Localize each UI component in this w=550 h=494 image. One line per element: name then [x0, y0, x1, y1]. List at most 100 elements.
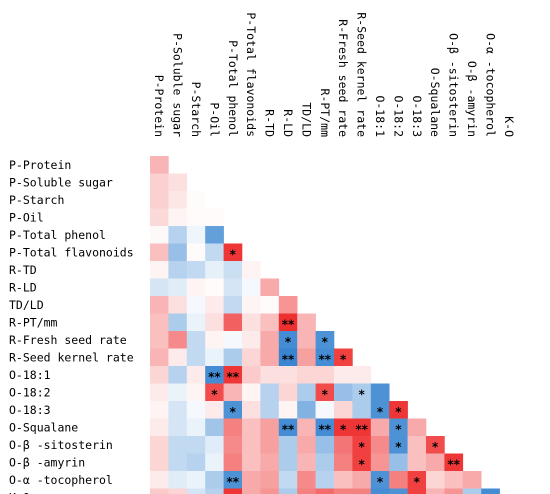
heatmap-cell	[168, 366, 188, 384]
row-label-o-amyrin: O-β -amyrin	[9, 455, 85, 469]
heatmap-cell	[352, 436, 372, 454]
heatmap-cell	[186, 296, 206, 314]
heatmap-cell	[186, 261, 206, 279]
heatmap-cell	[242, 348, 261, 367]
heatmap-cell	[242, 453, 261, 472]
heatmap-cell	[260, 313, 280, 332]
heatmap-cell	[444, 453, 464, 472]
heatmap-cell	[168, 436, 188, 454]
heatmap-cell	[150, 401, 169, 419]
heatmap-cell	[205, 278, 224, 297]
heatmap-cell	[223, 278, 243, 297]
significance-mark: *	[230, 247, 237, 261]
heatmap-cell	[186, 488, 206, 494]
column-label-o-18-3: O-18:3	[410, 95, 424, 137]
column-label-r-fresh-seed-rate: R-Fresh seed rate	[336, 19, 350, 137]
heatmap-cell	[352, 471, 372, 489]
heatmap-cell	[334, 348, 353, 367]
heatmap-cell	[242, 436, 261, 454]
column-label-o-sitosterin: O-β -sitosterin	[447, 33, 461, 137]
heatmap-cell	[168, 296, 188, 314]
heatmap-cell	[150, 348, 169, 367]
significance-mark: **	[208, 370, 221, 384]
significance-mark: *	[432, 440, 439, 454]
heatmap-cell	[297, 436, 316, 454]
heatmap-cell	[242, 313, 261, 332]
heatmap-cell	[352, 488, 372, 494]
heatmap-cell	[426, 471, 445, 489]
column-label-o-tocopherol: O-α -tocopherol	[483, 33, 497, 137]
heatmap-cell	[150, 278, 169, 297]
heatmap-cell	[242, 383, 261, 402]
heatmap-cell	[186, 348, 206, 367]
heatmap-cell	[315, 366, 335, 384]
heatmap-cell	[278, 471, 298, 489]
row-label-o-sitosterin: O-β -sitosterin	[9, 438, 113, 452]
heatmap-cell	[168, 278, 188, 297]
heatmap-cell	[186, 313, 206, 332]
heatmap-cell	[186, 366, 206, 384]
heatmap-cell	[205, 243, 224, 262]
heatmap-cell	[223, 401, 243, 419]
heatmap-cell	[370, 436, 390, 454]
column-label-o-18-1: O-18:1	[373, 95, 387, 137]
column-label-p-starch: P-Starch	[189, 82, 203, 137]
significance-mark: *	[395, 422, 402, 436]
heatmap-cell	[334, 401, 353, 419]
significance-mark: *	[322, 387, 329, 401]
heatmap-cell	[315, 488, 335, 494]
heatmap-cell	[150, 173, 169, 192]
significance-mark: *	[377, 405, 384, 419]
heatmap-cell	[297, 401, 316, 419]
heatmap-cell	[278, 418, 298, 437]
heatmap-cell	[223, 471, 243, 489]
heatmap-cell	[242, 471, 261, 489]
heatmap-cell	[242, 296, 261, 314]
column-label-p-total-flavonoids: P-Total flavonoids	[244, 12, 258, 137]
significance-mark: **	[355, 422, 368, 436]
heatmap-cell	[168, 313, 188, 332]
row-label-o-18-1: O-18:1	[9, 368, 51, 382]
heatmap-cell	[389, 488, 408, 494]
heatmap-cell	[150, 243, 169, 262]
heatmap-cell	[150, 156, 169, 174]
heatmap-cell	[260, 296, 280, 314]
heatmap-cell	[150, 226, 169, 244]
heatmap-cell	[150, 383, 169, 402]
heatmap-cell	[168, 226, 188, 244]
heatmap-cell	[168, 471, 188, 489]
significance-mark: **	[374, 492, 387, 494]
column-label-r-ld: R-LD	[281, 109, 295, 137]
heatmap-cell	[168, 191, 188, 209]
heatmap-cell	[334, 436, 353, 454]
heatmap-cell	[278, 453, 298, 472]
significance-mark: *	[285, 335, 292, 349]
heatmap-cell	[334, 366, 353, 384]
heatmap-cell	[205, 471, 224, 489]
heatmap-cell	[223, 453, 243, 472]
heatmap-cell	[315, 436, 335, 454]
heatmap-cell	[260, 401, 280, 419]
significance-mark: *	[414, 475, 421, 489]
row-label-r-seed-kernel-rate: R-Seed kernel rate	[9, 350, 134, 364]
heatmap-cell	[186, 243, 206, 262]
row-label-r-td: R-TD	[9, 263, 37, 277]
heatmap-cell	[260, 383, 280, 402]
heatmap-cell	[260, 436, 280, 454]
significance-mark: *	[230, 405, 237, 419]
heatmap-cell	[168, 383, 188, 402]
heatmap-cell	[223, 331, 243, 349]
heatmap-cell	[150, 418, 169, 437]
heatmap-cell	[168, 261, 188, 279]
heatmap-cell	[205, 208, 224, 227]
heatmap-cell	[168, 173, 188, 192]
heatmap-cell	[205, 261, 224, 279]
heatmap-cell	[426, 488, 445, 494]
heatmap-cell	[186, 331, 206, 349]
significance-mark: *	[211, 387, 218, 401]
heatmap-cell	[278, 488, 298, 494]
heatmap-cell	[168, 331, 188, 349]
heatmap-cell	[352, 401, 372, 419]
significance-mark: *	[340, 422, 347, 436]
